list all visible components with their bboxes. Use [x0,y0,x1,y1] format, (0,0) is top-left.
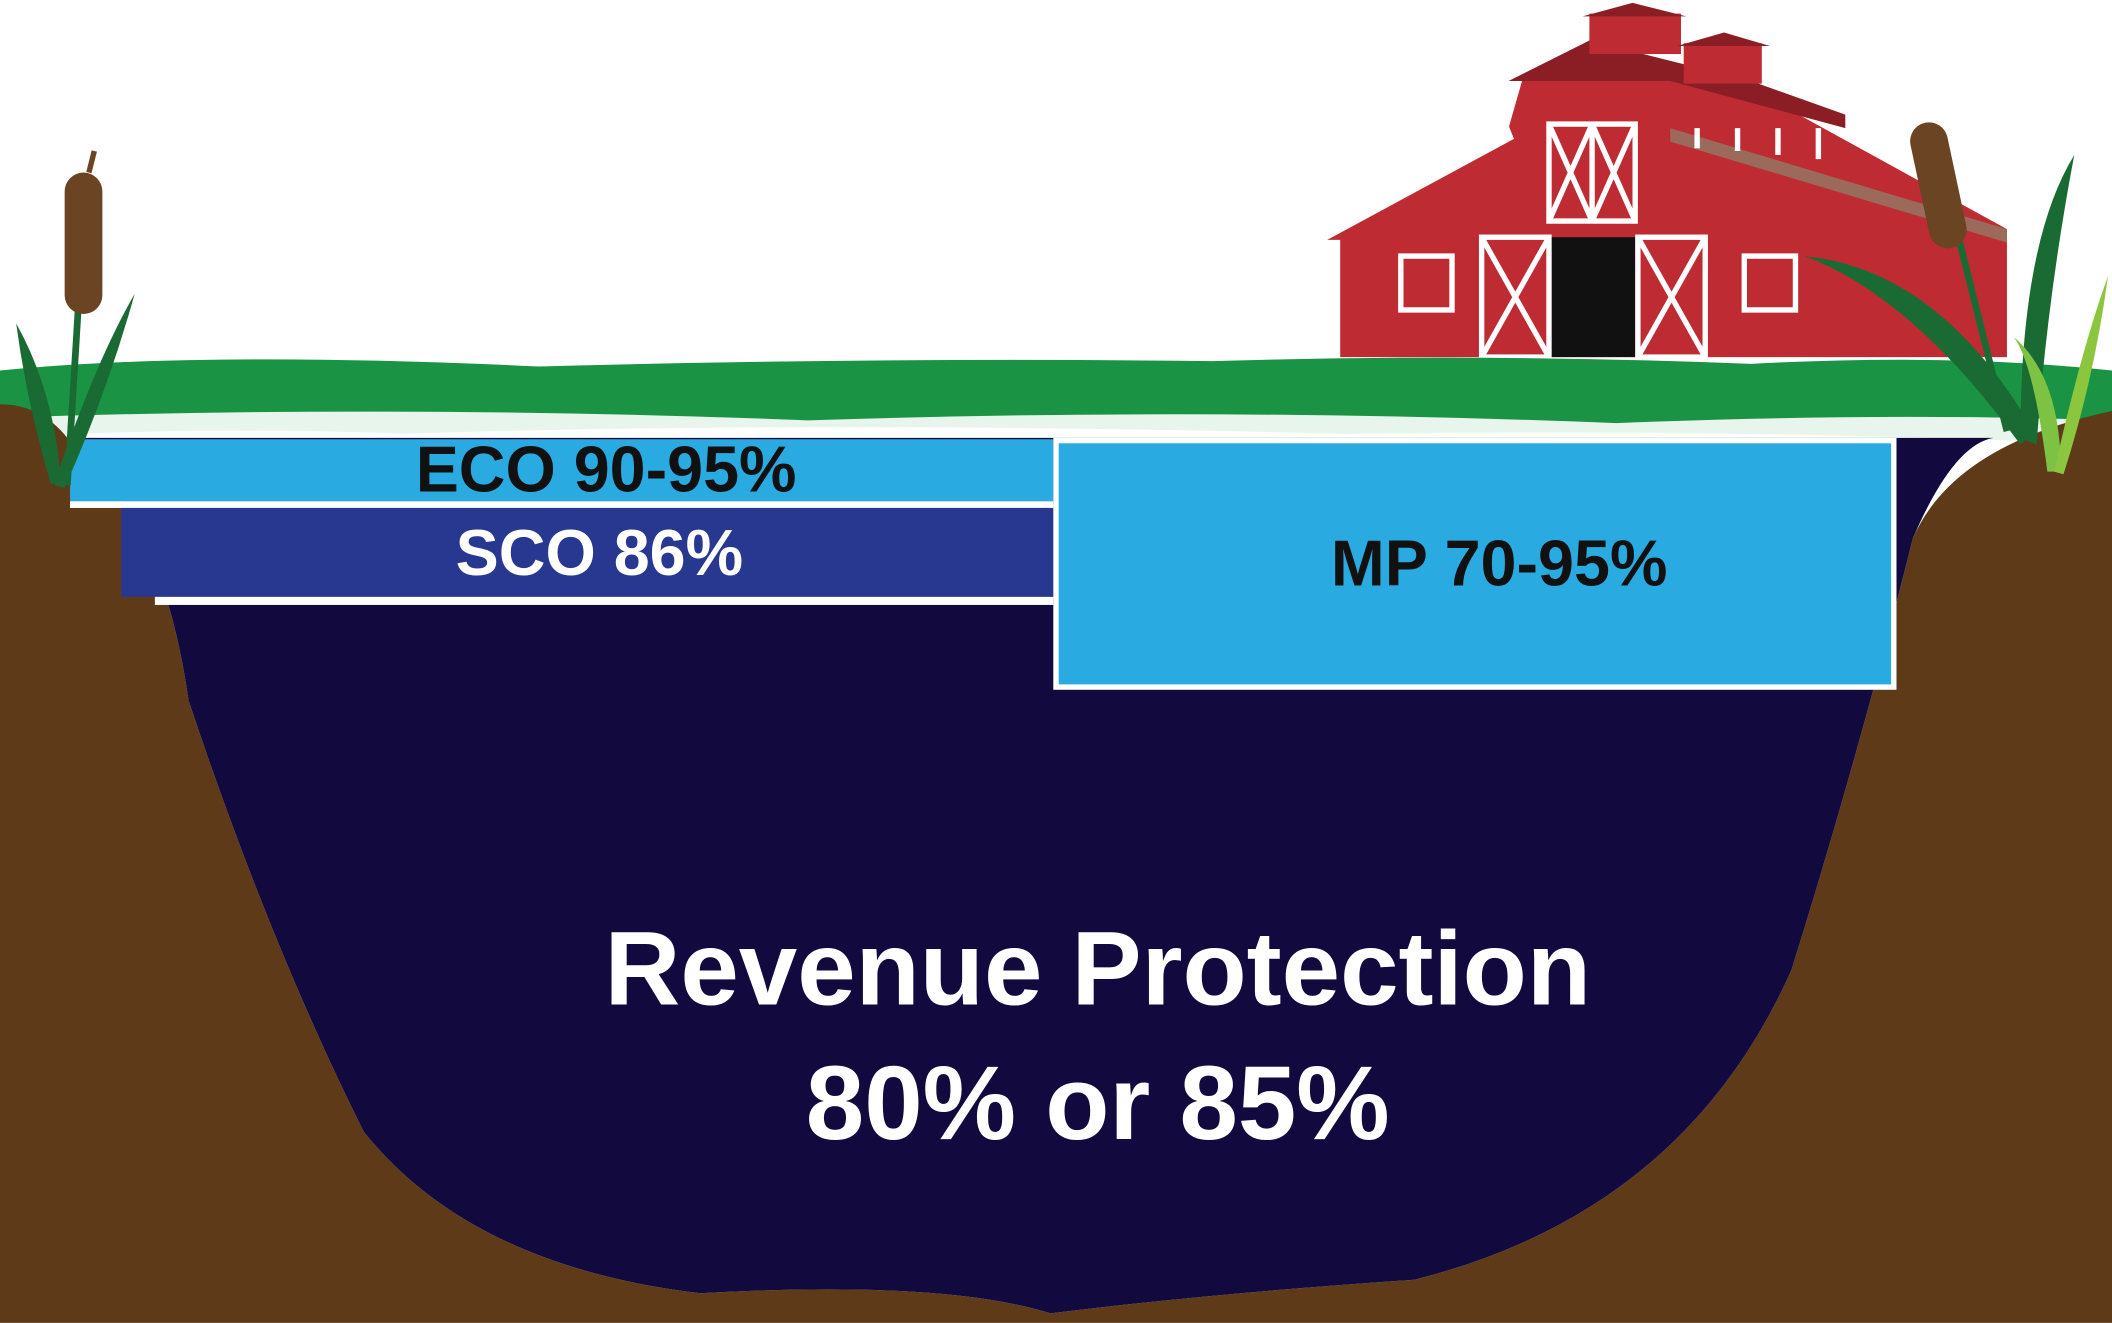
left-reeds [16,150,135,488]
sco-layer [121,507,1054,597]
right-reeds [1804,122,2108,475]
base-label: 80% or 85% [806,1045,1390,1162]
layer-label: MP 70-95% [1331,527,1668,600]
base-label: Revenue Protection [604,910,1591,1027]
ground [0,404,2112,1323]
eco-layer [70,439,1054,502]
layer-label: ECO 90-95% [416,432,797,505]
barn [1306,2,2007,360]
mp-layer [1053,437,1897,690]
layer-label: SCO 86% [456,516,743,589]
divider [154,596,1054,605]
divider [70,501,1054,508]
grass-edge [0,411,2112,445]
